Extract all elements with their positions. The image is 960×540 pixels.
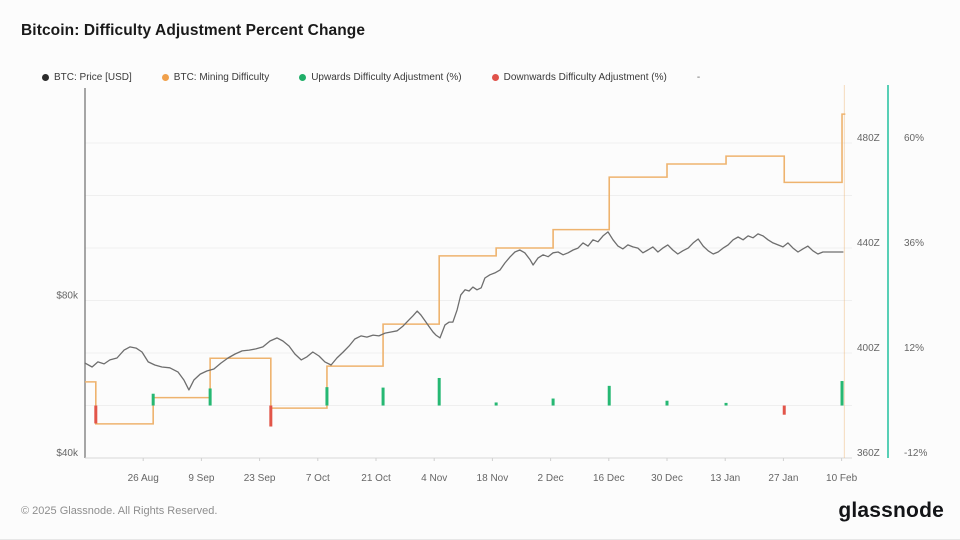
percent-axis-label: 12% — [904, 343, 924, 354]
x-axis-label: 27 Jan — [768, 473, 798, 484]
percent-axis-label: -12% — [904, 448, 927, 459]
difficulty-axis-label: 400Z — [857, 343, 880, 354]
percent-axis-label: 60% — [904, 133, 924, 144]
legend-item-1[interactable]: BTC: Mining Difficulty — [161, 72, 270, 83]
legend-dot-icon — [161, 74, 169, 81]
chart-legend: BTC: Price [USD] BTC: Mining Difficulty Up… — [42, 72, 700, 83]
footer-copyright: © 2025 Glassnode. All Rights Reserved. — [21, 505, 218, 517]
difficulty-step-line[interactable] — [85, 113, 846, 425]
legend-item-label: BTC: Mining Difficulty — [173, 72, 270, 83]
x-axis-label: 9 Sep — [188, 473, 215, 484]
x-axis-label: 16 Dec — [593, 473, 625, 484]
x-axis-label: 4 Nov — [421, 473, 447, 484]
legend-dot-icon — [491, 74, 499, 81]
difficulty-axis-label: 360Z — [857, 448, 880, 459]
x-axis-label: 13 Jan — [710, 473, 740, 484]
legend-dot-icon — [299, 74, 307, 81]
x-axis-label: 10 Feb — [826, 473, 858, 484]
legend-item-2[interactable]: Upwards Difficulty Adjustment (%) — [299, 72, 462, 83]
glassnode-logo: glassnode — [838, 499, 944, 522]
price-axis-label: $80k — [56, 290, 79, 301]
price-line[interactable] — [84, 231, 844, 391]
x-axis-label: 30 Dec — [651, 473, 683, 484]
x-axis-label: 18 Nov — [477, 473, 509, 484]
difficulty-axis-label: 480Z — [857, 133, 880, 144]
x-axis-label: 21 Oct — [361, 473, 391, 484]
percent-axis-label: 36% — [904, 238, 924, 249]
legend-item-label: Downwards Difficulty Adjustment (%) — [503, 72, 667, 83]
legend-dot-icon — [42, 74, 49, 81]
x-axis-label: 23 Sep — [244, 473, 276, 484]
legend-item-0[interactable]: BTC: Price [USD] — [42, 72, 132, 83]
difficulty-axis-label: 440Z — [857, 238, 880, 249]
legend-item-3[interactable]: Downwards Difficulty Adjustment (%) — [491, 72, 667, 83]
legend-item-label: Upwards Difficulty Adjustment (%) — [311, 72, 462, 83]
page-title: Bitcoin: Difficulty Adjustment Percent C… — [21, 22, 366, 39]
x-axis-label: 2 Dec — [538, 473, 564, 484]
legend-empty-item: - — [696, 72, 701, 83]
x-axis-label: 26 Aug — [128, 473, 159, 484]
price-axis-label: $40k — [56, 448, 79, 459]
x-axis-label: 7 Oct — [306, 473, 330, 484]
legend-item-label: BTC: Price [USD] — [54, 72, 132, 83]
